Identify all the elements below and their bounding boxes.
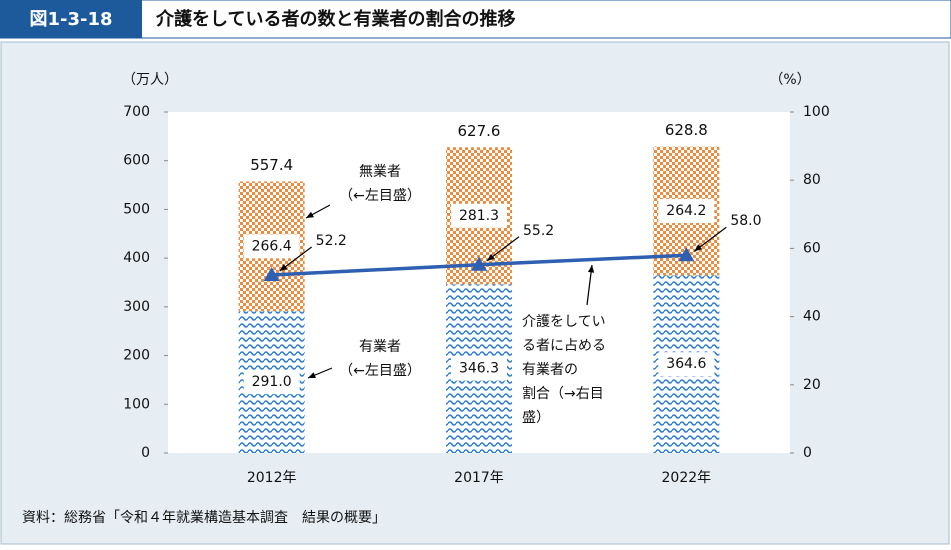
data-label: 266.4 (252, 238, 292, 254)
marker (678, 247, 695, 262)
y2-axis-label: （%） (769, 72, 810, 88)
data-label-box (658, 199, 715, 224)
x-tick-label: 2012年 (247, 470, 297, 486)
callout-arrowhead (306, 211, 314, 218)
line-label: 55.2 (523, 223, 554, 239)
y-axis-label: （万人） (122, 72, 178, 88)
y-tick-label: 200 (123, 348, 150, 364)
total-label: 628.8 (665, 121, 708, 139)
marker (471, 256, 487, 271)
y2-tick-label: 0 (803, 445, 812, 461)
data-label: 364.6 (666, 356, 706, 372)
series-name: 介護をしている者に占める有業者の割合（→右目盛） (522, 314, 606, 426)
total-label: 557.4 (250, 156, 293, 174)
line-label: 52.2 (316, 233, 347, 249)
callout-arrowhead (487, 253, 495, 261)
data-label: 281.3 (459, 208, 499, 224)
total-label: 627.6 (458, 122, 501, 140)
y-tick-label: 300 (123, 299, 150, 315)
figure-label-box (0, 0, 142, 38)
marker (263, 266, 280, 281)
data-label: 346.3 (459, 361, 499, 377)
title: 介護をしている者の数と有業者の割合の推移 (155, 8, 515, 30)
callout-arrowhead (694, 244, 703, 252)
x-tick-label: 2022年 (662, 470, 712, 486)
data-label-box (451, 356, 507, 381)
y2-tick-label: 40 (803, 309, 821, 325)
y2-tick-label: 60 (803, 240, 821, 256)
callout-arrowhead (587, 265, 595, 273)
source: 資料：総務省「令和４年就業構造基本調査 結果の概要」 (22, 509, 386, 526)
data-label-box (243, 234, 300, 259)
data-label: 264.2 (666, 203, 706, 219)
callout-arrowhead (308, 372, 316, 379)
series-name: 無業者（←左目盛） (339, 164, 421, 204)
y-tick-label: 600 (123, 153, 150, 169)
line-label: 58.0 (730, 213, 761, 229)
data-label-box (243, 370, 300, 395)
callout-arrowhead (279, 264, 288, 271)
y2-tick-label: 80 (803, 172, 821, 188)
header (0, 0, 951, 39)
y-tick-label: 0 (141, 445, 150, 461)
y-tick-label: 100 (123, 396, 150, 412)
y-tick-label: 700 (123, 104, 150, 120)
y2-tick-label: 20 (803, 377, 821, 393)
series-name: 有業者（←左目盛） (339, 339, 421, 379)
y2-tick-label: 100 (803, 104, 830, 120)
x-tick-label: 2017年 (454, 470, 504, 486)
data-label-box (658, 352, 715, 377)
y-tick-label: 500 (123, 201, 150, 217)
figure-label: 図1-3-18 (29, 9, 112, 30)
y-tick-label: 400 (123, 250, 150, 266)
data-label-box (451, 203, 507, 228)
data-label: 291.0 (252, 374, 292, 390)
